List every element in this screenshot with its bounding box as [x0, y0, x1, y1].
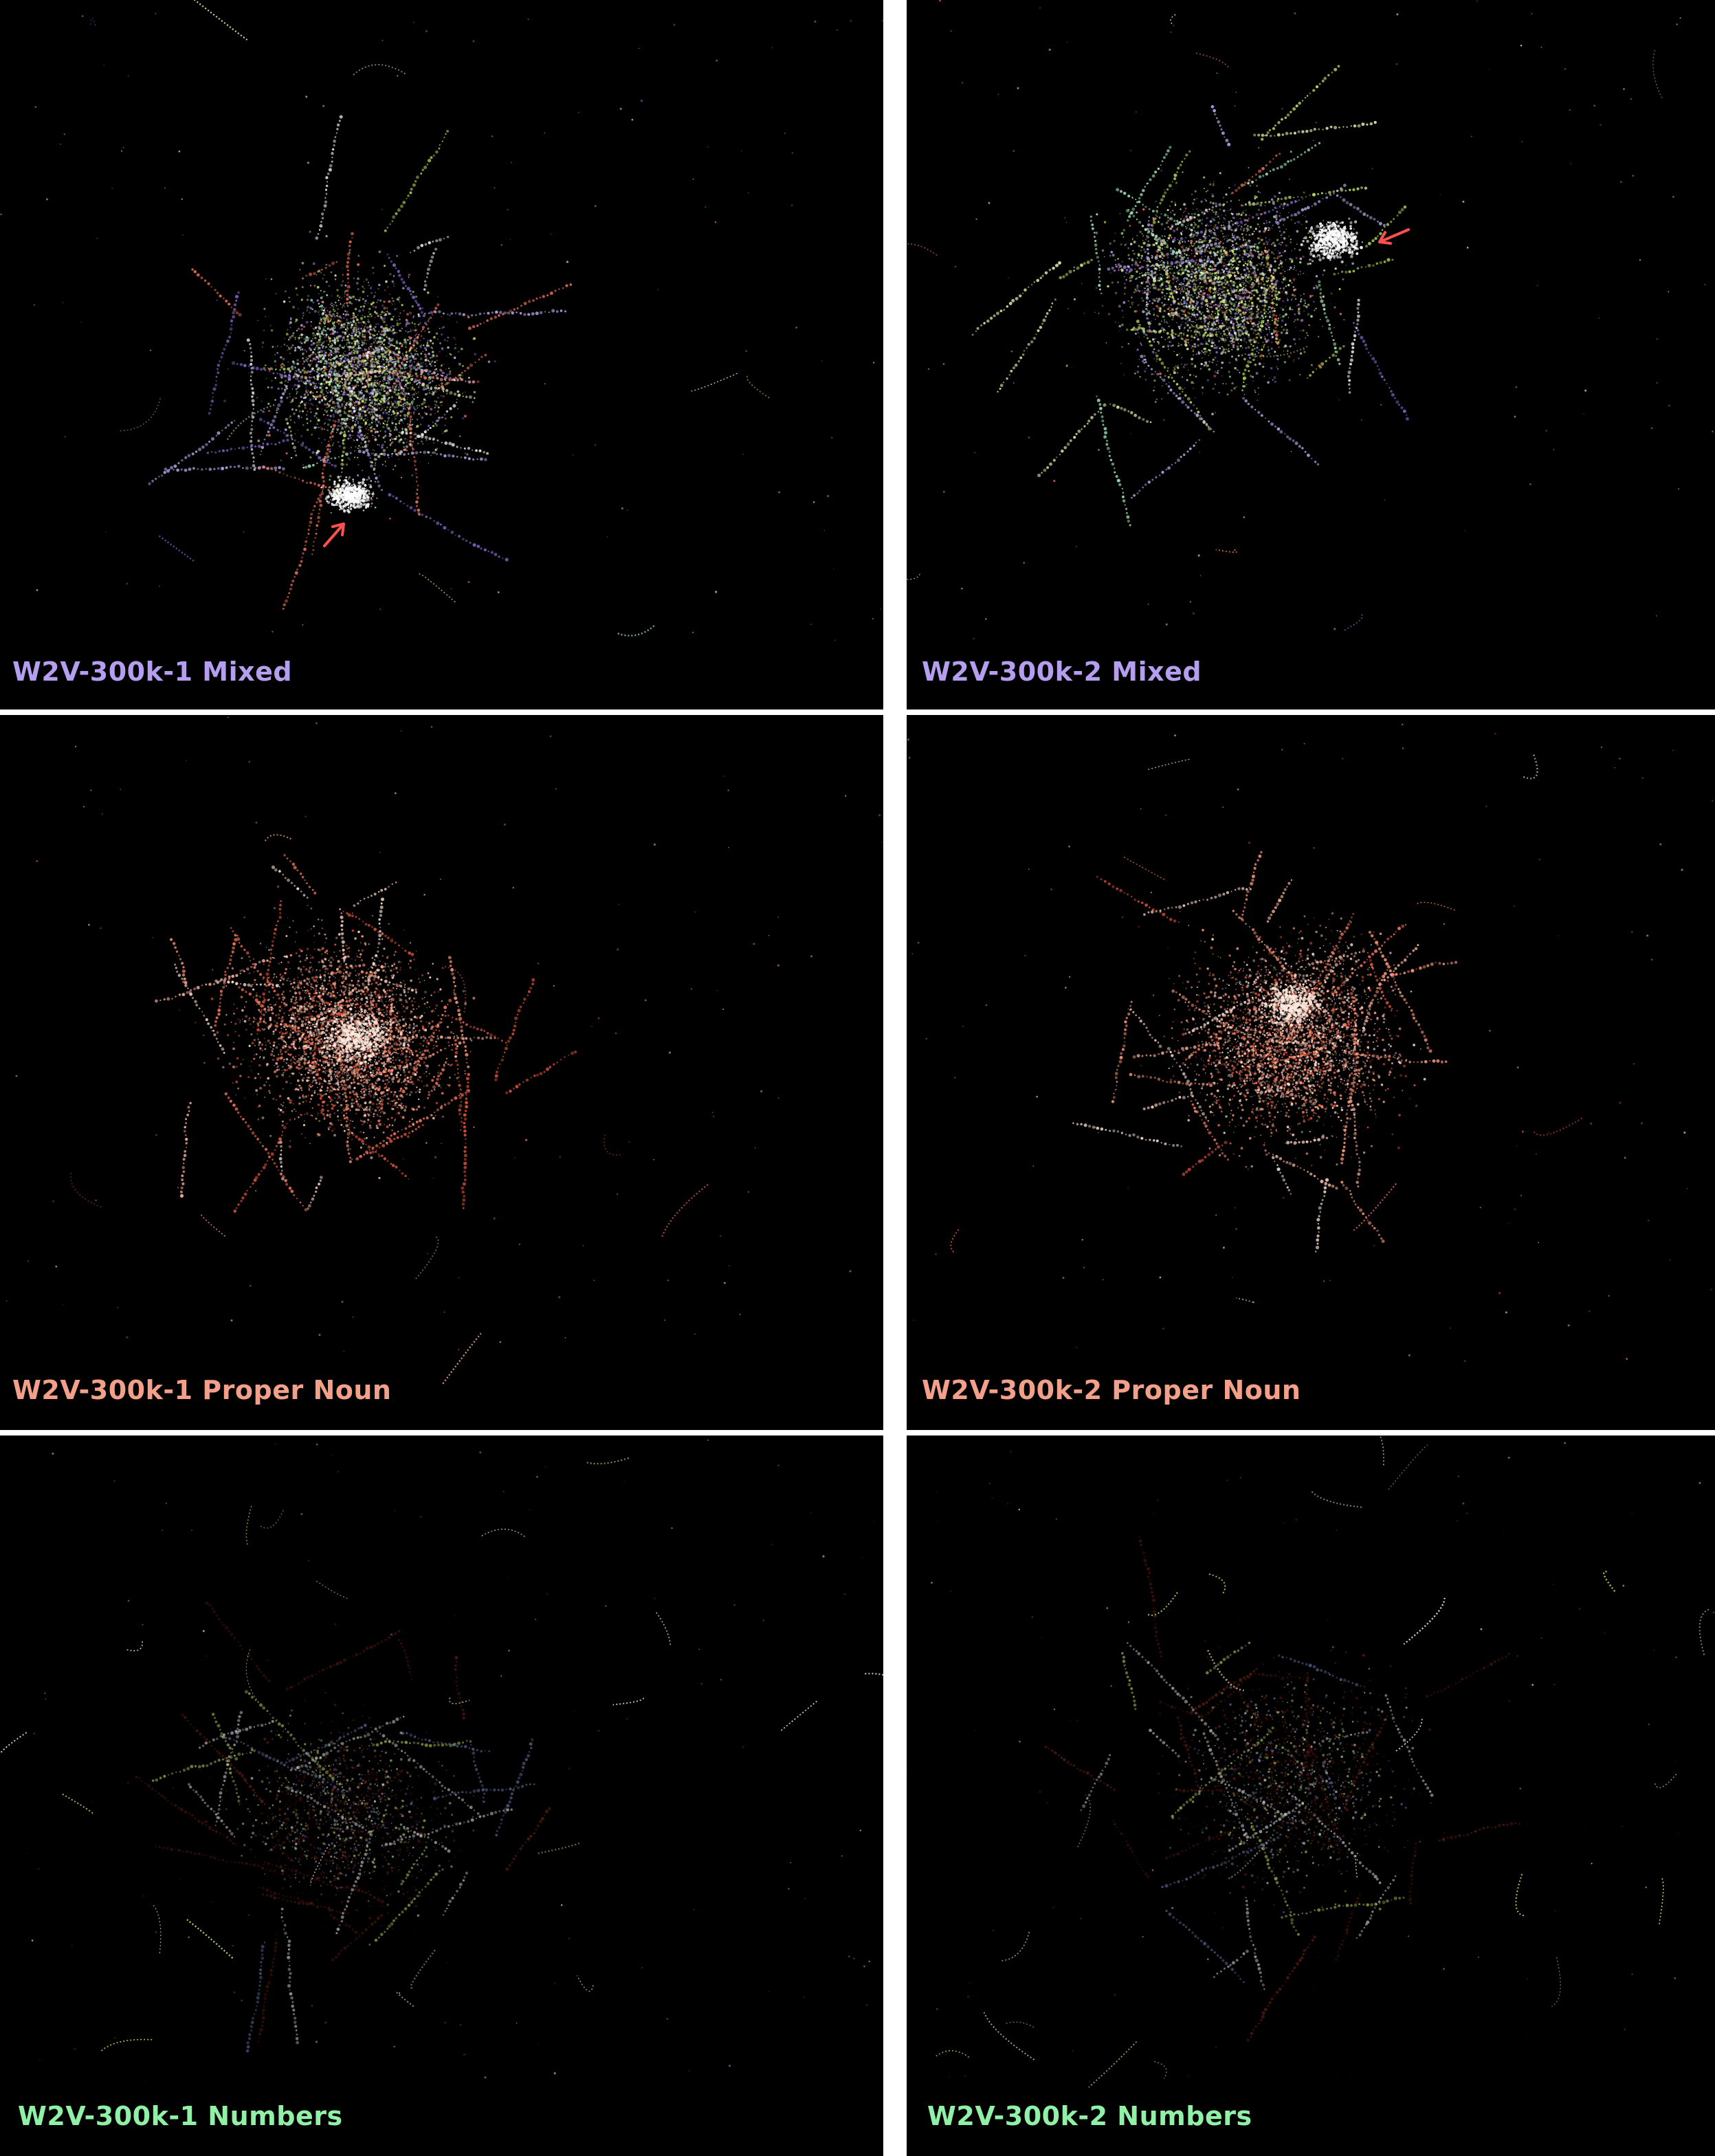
panel-label: W2V-300k-2 Proper Noun: [922, 1375, 1301, 1405]
scatter-cloud: [0, 1439, 883, 2082]
scatter-cloud: [907, 723, 1714, 1362]
point-group: [5, 716, 883, 1386]
panel-w2v-2-proper-noun: W2V-300k-2 Proper Noun: [907, 715, 1715, 1430]
panel-w2v-1-proper-noun: W2V-300k-1 Proper Noun: [0, 715, 883, 1430]
point-group: [907, 0, 1714, 639]
panel-w2v-1-numbers: W2V-300k-1 Numbers: [0, 1436, 883, 2156]
scatter-cloud: [907, 1436, 1715, 2088]
scatter-cloud: [5, 716, 883, 1386]
scatter-cloud: [907, 0, 1714, 639]
point-group: [0, 0, 883, 641]
panel-label: W2V-300k-2 Mixed: [922, 657, 1202, 687]
panel-label: W2V-300k-2 Numbers: [927, 2101, 1252, 2131]
point-group: [907, 723, 1714, 1362]
panel-w2v-1-mixed: W2V-300k-1 Mixed: [0, 0, 883, 710]
panel-label: W2V-300k-1 Mixed: [12, 657, 292, 687]
point-group: [907, 1436, 1715, 2088]
panel-w2v-2-mixed: W2V-300k-2 Mixed: [907, 0, 1715, 710]
point-group: [0, 1439, 883, 2082]
arrow-icon: [323, 522, 345, 547]
arrow-icon: [1378, 228, 1410, 245]
scatter-cloud: [0, 0, 883, 641]
panel-w2v-2-numbers: W2V-300k-2 Numbers: [907, 1436, 1715, 2156]
panel-label: W2V-300k-1 Numbers: [18, 2101, 343, 2131]
panel-label: W2V-300k-1 Proper Noun: [12, 1375, 391, 1405]
